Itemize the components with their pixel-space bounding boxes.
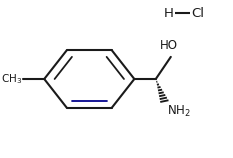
Text: Cl: Cl: [191, 7, 204, 20]
Text: NH$_2$: NH$_2$: [167, 103, 190, 119]
Text: H: H: [164, 7, 174, 20]
Text: HO: HO: [160, 39, 178, 52]
Text: CH$_3$: CH$_3$: [0, 72, 22, 86]
